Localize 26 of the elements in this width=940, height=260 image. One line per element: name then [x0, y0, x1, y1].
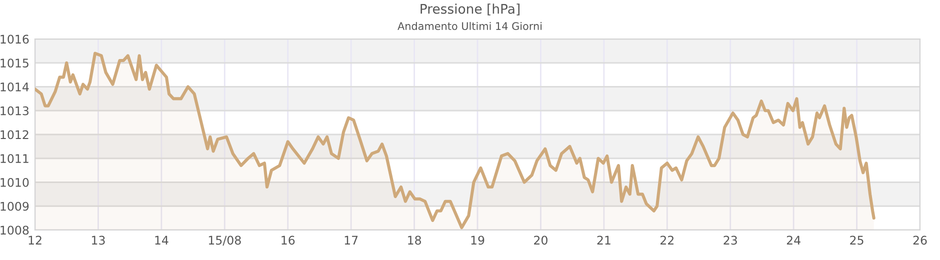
y-tick-label: 1010 [0, 178, 29, 187]
y-tick-label: 1012 [0, 130, 28, 140]
x-tick-label: 13 [92, 236, 105, 245]
y-tick-label: 1016 [0, 34, 29, 44]
x-tick-label: 14 [155, 236, 168, 245]
x-tick-label: 26 [913, 236, 927, 245]
x-tick-label: 23 [724, 236, 737, 245]
x-tick-label: 19 [471, 236, 484, 245]
x-tick-label: 16 [282, 236, 295, 245]
x-tick-label: 20 [534, 236, 548, 245]
y-tick-label: 1015 [0, 58, 28, 68]
x-tick-label: 18 [408, 236, 421, 245]
x-tick-label: 22 [660, 236, 674, 245]
x-tick-label: 25 [850, 236, 864, 245]
x-tick-label: 17 [344, 236, 358, 245]
y-tick-label: 1008 [0, 226, 29, 235]
x-tick-label: 21 [597, 236, 610, 245]
x-tick-label: 12 [28, 236, 42, 245]
y-tick-label: 1014 [0, 82, 29, 92]
x-tick-label: 15/08 [208, 236, 241, 246]
y-tick-label: 1013 [0, 106, 28, 116]
chart-title: Pressione [hPa] [420, 4, 520, 16]
chart-subtitle: Andamento Ultimi 14 Giorni [398, 22, 542, 30]
y-tick-label: 1011 [0, 154, 28, 164]
y-tick-label: 1009 [0, 202, 29, 211]
x-tick-label: 24 [786, 236, 800, 245]
